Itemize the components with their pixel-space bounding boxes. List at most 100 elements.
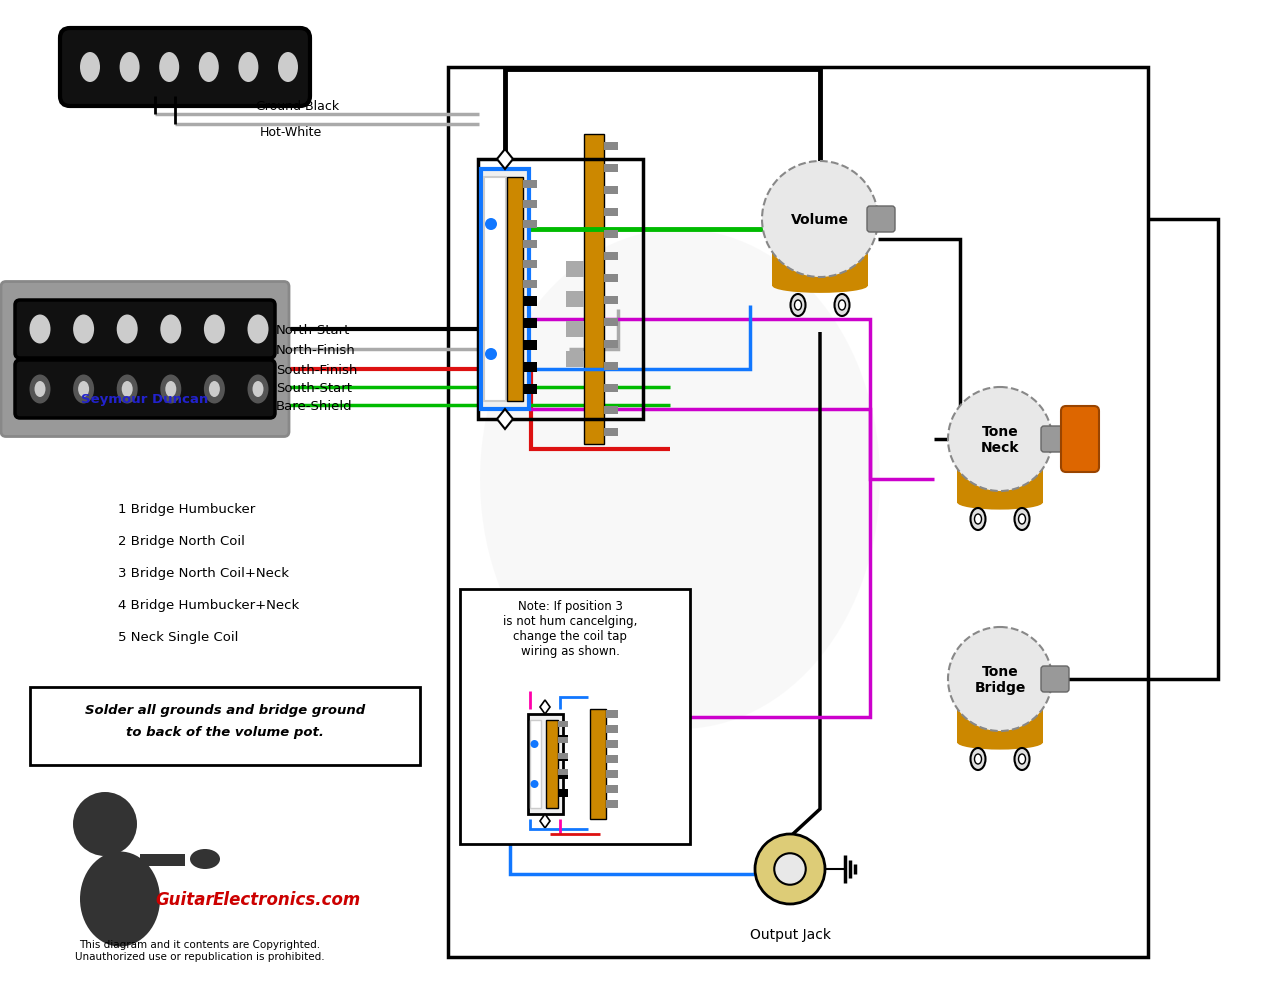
Circle shape: [73, 792, 137, 856]
Ellipse shape: [116, 315, 138, 344]
Polygon shape: [540, 701, 550, 715]
FancyBboxPatch shape: [1041, 426, 1069, 452]
Text: 5 Neck Single Coil: 5 Neck Single Coil: [118, 631, 238, 644]
Ellipse shape: [29, 315, 50, 344]
Bar: [584, 135, 604, 444]
Text: 1 Bridge Humbucker: 1 Bridge Humbucker: [118, 503, 255, 516]
Bar: [957, 708, 1043, 743]
Bar: [558, 753, 568, 761]
Ellipse shape: [73, 375, 95, 405]
Ellipse shape: [122, 382, 133, 398]
FancyBboxPatch shape: [1041, 666, 1069, 692]
Ellipse shape: [29, 375, 50, 405]
Text: North-Finish: North-Finish: [276, 343, 356, 356]
Bar: [604, 165, 618, 173]
Bar: [29, 687, 420, 765]
Text: Output Jack: Output Jack: [750, 927, 831, 941]
Ellipse shape: [974, 754, 982, 764]
Text: Hot-White: Hot-White: [260, 126, 323, 139]
Circle shape: [755, 834, 826, 905]
Ellipse shape: [957, 496, 1043, 510]
Ellipse shape: [970, 509, 986, 531]
Bar: [558, 771, 568, 779]
Bar: [605, 785, 618, 793]
Ellipse shape: [209, 382, 220, 398]
Ellipse shape: [772, 245, 868, 258]
Polygon shape: [497, 410, 513, 429]
Circle shape: [485, 349, 497, 361]
Bar: [558, 736, 568, 744]
Ellipse shape: [1019, 515, 1025, 525]
Ellipse shape: [1015, 748, 1029, 770]
Bar: [558, 722, 568, 728]
FancyBboxPatch shape: [1, 282, 289, 437]
Ellipse shape: [116, 375, 138, 405]
Text: Tone
Bridge: Tone Bridge: [974, 664, 1025, 695]
Ellipse shape: [1019, 754, 1025, 764]
Text: 4 Bridge Humbucker+Neck: 4 Bridge Humbucker+Neck: [118, 599, 300, 612]
Text: Electronics.com: Electronics.com: [212, 890, 361, 909]
Bar: [524, 296, 538, 307]
Bar: [605, 755, 618, 763]
Bar: [605, 741, 618, 748]
Ellipse shape: [838, 301, 846, 311]
Text: This diagram and it contents are Copyrighted.
Unauthorized use or republication : This diagram and it contents are Copyrig…: [76, 939, 325, 960]
Ellipse shape: [159, 53, 179, 83]
Text: to back of the volume pot.: to back of the volume pot.: [125, 726, 324, 739]
Bar: [558, 738, 568, 744]
Circle shape: [948, 388, 1052, 491]
Bar: [448, 68, 1148, 957]
Text: Note: If position 3
is not hum cancelging,
change the coil tap
wiring as shown.: Note: If position 3 is not hum cancelgin…: [503, 599, 637, 657]
Bar: [957, 468, 1043, 503]
Bar: [524, 201, 538, 209]
Bar: [524, 221, 538, 229]
Bar: [558, 753, 568, 759]
Bar: [524, 363, 538, 373]
Bar: [604, 319, 618, 327]
Bar: [604, 209, 618, 217]
Bar: [772, 251, 868, 286]
Text: Guitar: Guitar: [155, 890, 214, 909]
Bar: [558, 769, 568, 775]
Bar: [481, 170, 529, 410]
Bar: [605, 711, 618, 719]
Ellipse shape: [160, 375, 182, 405]
Circle shape: [530, 780, 539, 788]
Bar: [477, 160, 643, 419]
Ellipse shape: [204, 375, 225, 405]
Bar: [524, 280, 538, 288]
Bar: [558, 789, 568, 797]
Text: South-Start: South-Start: [276, 381, 352, 394]
Bar: [524, 241, 538, 248]
Bar: [524, 181, 538, 189]
Bar: [604, 407, 618, 414]
Ellipse shape: [957, 701, 1043, 715]
Ellipse shape: [247, 375, 269, 405]
Ellipse shape: [73, 315, 95, 344]
Text: Tone
Neck: Tone Neck: [980, 424, 1019, 454]
Text: Volume: Volume: [791, 213, 849, 227]
Ellipse shape: [772, 279, 868, 293]
Bar: [604, 385, 618, 393]
Ellipse shape: [198, 53, 219, 83]
Ellipse shape: [480, 230, 881, 730]
Ellipse shape: [81, 852, 160, 946]
Ellipse shape: [278, 53, 298, 83]
Ellipse shape: [1015, 509, 1029, 531]
Text: Bare-Shield: Bare-Shield: [276, 400, 352, 413]
Text: South-Finish: South-Finish: [276, 363, 357, 376]
Ellipse shape: [119, 53, 140, 83]
Bar: [604, 252, 618, 260]
Bar: [605, 726, 618, 734]
FancyBboxPatch shape: [15, 301, 275, 359]
Bar: [547, 721, 558, 808]
Ellipse shape: [160, 315, 182, 344]
Circle shape: [485, 219, 497, 231]
Bar: [524, 260, 538, 268]
Bar: [604, 363, 618, 371]
Ellipse shape: [835, 294, 850, 317]
Ellipse shape: [189, 849, 220, 869]
Bar: [524, 385, 538, 395]
Bar: [604, 143, 618, 151]
Bar: [566, 352, 584, 368]
